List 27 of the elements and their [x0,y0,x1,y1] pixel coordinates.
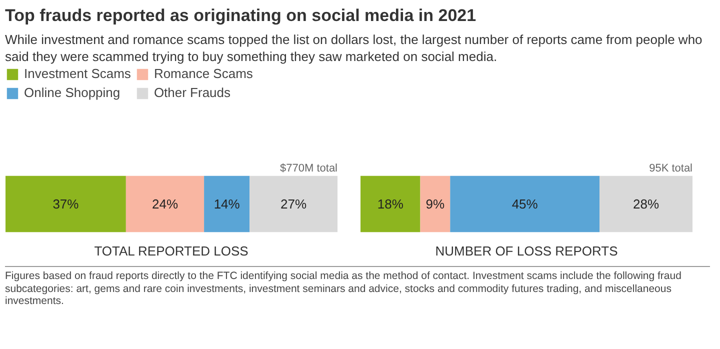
text: Figures based on fraud reports directly to the FTC identifying social media as the method of contact. Investment scams include the following fraud subcategories: art, gems and rare coin investments, investment seminars and advice, stocks and commodity futures trading, and miscellaneous investments. [5,270,682,308]
x-axis-title: NUMBER OF LOSS REPORTS [435,243,618,258]
data-label: 27% [280,196,308,212]
legend-label: Romance Scams [154,66,253,82]
x-axis-title: TOTAL REPORTED LOSS [94,243,249,258]
legend-label: Investment Scams [24,66,131,82]
data-label: 45% [512,196,538,212]
data-label: 14% [214,196,240,212]
data-label: 18% [377,196,404,212]
bar [204,176,250,232]
data-label: 9% [426,196,446,212]
bar [600,176,692,232]
bar [450,176,600,232]
chart-title: Top frauds reported as originating on social media in 2021 [5,5,476,27]
legend-label: Other Frauds [154,85,231,100]
chart-subtitle: While investment and romance scams topped the list on dollars lost, the largest number of reports came from people who said they were scammed trying to buy something they saw marketed on social media. [5,32,704,66]
text: 95K total [649,162,692,175]
data-label: 24% [152,196,178,212]
bar [360,176,420,232]
legend-label: Online Shopping [24,85,120,100]
bar [420,176,450,232]
bar [126,176,204,232]
bar [6,176,126,232]
text: $770M total [280,162,338,175]
bar [250,176,338,232]
data-label: 28% [633,196,660,212]
data-label: 37% [52,196,80,212]
